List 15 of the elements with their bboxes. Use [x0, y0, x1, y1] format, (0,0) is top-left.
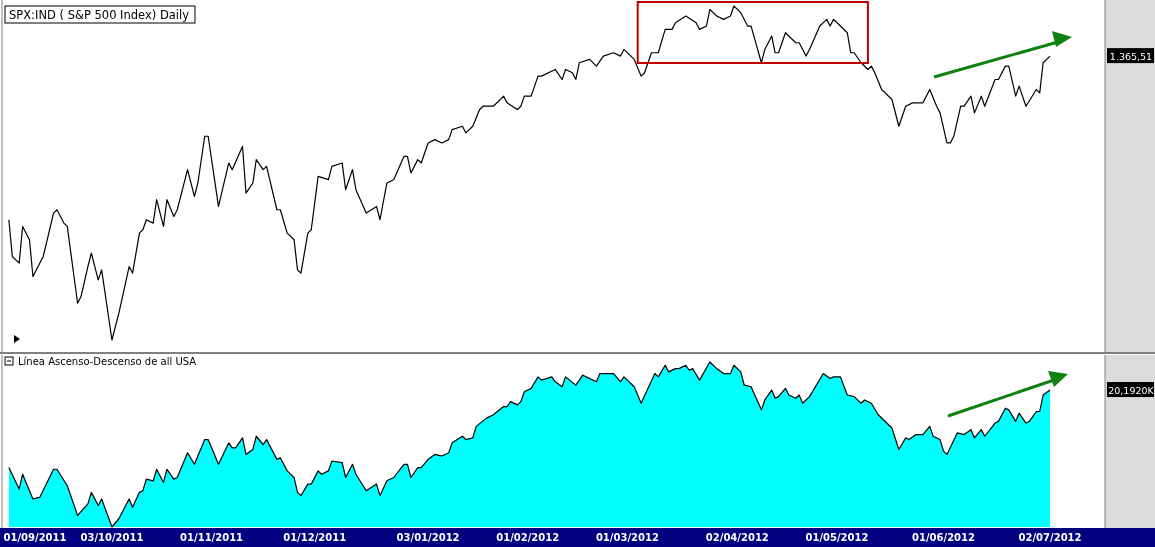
x-tick-label: 03/01/2012 [396, 532, 460, 543]
x-tick-label: 03/10/2011 [80, 532, 144, 543]
x-tick-label: 02/07/2012 [1018, 532, 1082, 543]
x-tick-label: 01/06/2012 [912, 532, 976, 543]
x-tick-label: 01/12/2011 [283, 532, 347, 543]
chart-title: SPX:IND ( S&P 500 Index) Daily [9, 8, 190, 22]
x-tick-label: 01/11/2011 [180, 532, 244, 543]
text: 20,1920K [1108, 384, 1155, 396]
text: 1.365,51 [1109, 50, 1153, 62]
chart-title: Línea Ascenso-Descenso de all USA [18, 356, 197, 367]
x-tick-label: 01/03/2012 [595, 532, 659, 543]
x-tick-label: 01/02/2012 [496, 532, 560, 543]
x-tick-label: 01/05/2012 [805, 532, 869, 543]
x-tick-label: 02/04/2012 [705, 532, 769, 543]
x-tick-label: 01/09/2011 [3, 532, 67, 543]
